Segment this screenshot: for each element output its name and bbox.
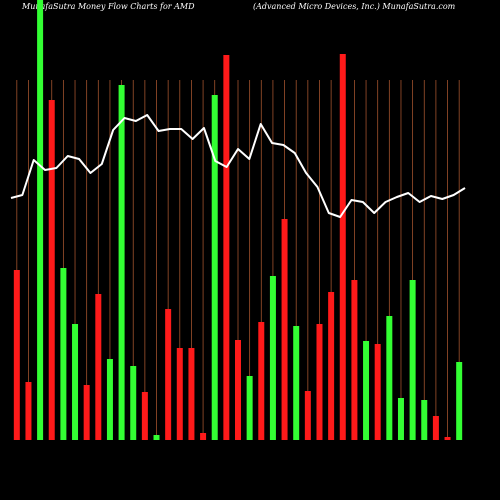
chart-subtitle: (Advanced Micro Devices, Inc.) MunafaSut… — [253, 2, 456, 11]
money-flow-bar — [397, 398, 404, 440]
money-flow-bar — [386, 316, 393, 440]
money-flow-bar — [351, 280, 358, 440]
money-flow-bar — [374, 344, 381, 440]
money-flow-bar — [200, 433, 207, 440]
money-flow-bar — [421, 400, 428, 440]
money-flow-bar — [25, 382, 32, 440]
money-flow-bar — [13, 270, 20, 440]
money-flow-bar — [258, 322, 265, 440]
money-flow-bar — [363, 341, 370, 440]
money-flow-bar — [432, 416, 439, 440]
money-flow-bar — [118, 85, 125, 440]
money-flow-bar — [339, 54, 346, 440]
money-flow-bar — [304, 391, 311, 440]
money-flow-bar — [106, 359, 113, 440]
money-flow-bar — [316, 324, 323, 440]
money-flow-bar — [293, 326, 300, 440]
money-flow-bar — [456, 362, 463, 440]
money-flow-bar — [176, 348, 183, 440]
money-flow-bar — [444, 437, 451, 440]
money-flow-bar — [328, 292, 335, 440]
money-flow-bar — [83, 385, 90, 440]
money-flow-bar — [235, 340, 241, 440]
money-flow-bar — [281, 219, 288, 440]
money-flow-bar — [188, 348, 195, 440]
chart-title: MunafaSutra Money Flow Charts for AMD — [22, 2, 195, 11]
money-flow-bar — [141, 392, 148, 440]
price-line — [10, 114, 466, 218]
money-flow-bar — [269, 276, 276, 440]
money-flow-bar — [246, 376, 253, 440]
money-flow-bar — [60, 268, 67, 440]
money-flow-bar — [223, 55, 230, 440]
money-flow-bar — [211, 95, 218, 440]
money-flow-bar — [165, 309, 172, 440]
money-flow-bar — [153, 435, 160, 440]
money-flow-bar — [130, 366, 137, 440]
money-flow-bar — [48, 100, 55, 440]
money-flow-bar — [37, 0, 44, 440]
money-flow-bar — [72, 324, 79, 440]
money-flow-bar — [409, 280, 416, 440]
money-flow-bar — [95, 294, 102, 440]
